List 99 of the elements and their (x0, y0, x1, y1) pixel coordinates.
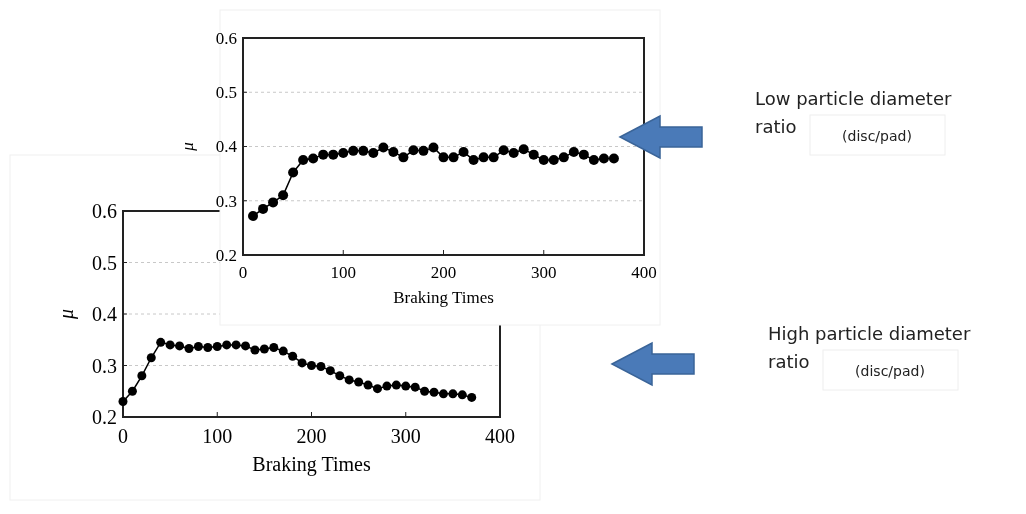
point (231, 340, 241, 350)
x-tick-label: 0 (238, 263, 248, 282)
y-tick-label: 0.4 (92, 303, 117, 325)
y-tick-label: 0.4 (215, 137, 238, 157)
y-axis-title: μ (55, 308, 78, 321)
x-tick-label: 200 (296, 425, 327, 447)
point (165, 340, 175, 350)
point (269, 342, 279, 352)
point (457, 390, 467, 400)
point (328, 149, 339, 160)
point (348, 145, 359, 156)
point (118, 397, 128, 407)
y-tick-label: 0.3 (215, 191, 237, 211)
point (307, 361, 316, 370)
point (325, 366, 335, 376)
point (203, 342, 213, 352)
point (212, 341, 222, 351)
point (137, 371, 147, 381)
point (538, 155, 549, 166)
point (241, 341, 251, 351)
x-tick-label: 0 (118, 425, 128, 447)
point (193, 341, 203, 351)
point (222, 340, 232, 350)
point (508, 148, 519, 159)
point (278, 346, 288, 356)
point (156, 337, 166, 347)
point (518, 144, 529, 155)
point (448, 152, 459, 163)
y-axis-title: μ (178, 142, 197, 152)
point (368, 148, 379, 159)
point (308, 153, 319, 164)
y-tick-label: 0.3 (92, 354, 117, 377)
x-tick-label: 200 (430, 263, 457, 282)
point (363, 380, 373, 390)
x-tick-label: 100 (202, 425, 233, 447)
point (391, 380, 401, 390)
point (428, 142, 439, 153)
x-tick-label: 300 (531, 263, 557, 282)
point (259, 344, 269, 354)
point (316, 362, 326, 372)
point (288, 167, 299, 178)
x-tick-label: 400 (631, 263, 657, 282)
point (478, 152, 489, 163)
point (458, 146, 469, 157)
point (598, 153, 609, 164)
point (498, 145, 509, 156)
point (298, 155, 309, 166)
y-tick-label: 0.2 (92, 406, 117, 428)
point (438, 389, 448, 399)
y-tick-label: 0.5 (92, 251, 117, 274)
point (318, 149, 329, 160)
point (528, 149, 539, 160)
point (372, 384, 382, 394)
point (354, 377, 364, 387)
point (335, 371, 345, 381)
point (488, 152, 499, 163)
point (248, 210, 259, 221)
point (398, 152, 409, 163)
point (420, 386, 430, 396)
point (588, 155, 599, 166)
point (127, 386, 137, 396)
point (388, 146, 399, 157)
point (288, 351, 298, 361)
point (175, 341, 185, 351)
x-tick-label: 300 (390, 425, 421, 447)
point (429, 387, 439, 397)
y-tick-label: 0.6 (92, 200, 117, 222)
point (338, 148, 349, 159)
point (378, 142, 389, 153)
point (568, 146, 579, 157)
point (278, 190, 289, 201)
point (358, 145, 369, 156)
point (344, 375, 354, 385)
x-axis-title: Braking Times (252, 453, 371, 476)
point (250, 345, 260, 355)
y-tick-label: 0.2 (215, 245, 237, 265)
point (448, 389, 458, 399)
point (468, 155, 479, 166)
point (382, 381, 392, 391)
point (438, 152, 449, 163)
point (410, 382, 420, 392)
x-axis-title: Braking Times (393, 288, 494, 307)
point (558, 152, 569, 163)
x-tick-label: 100 (330, 263, 356, 282)
point (608, 153, 619, 164)
y-tick-label: 0.6 (215, 28, 237, 48)
point (467, 392, 477, 402)
point (578, 149, 589, 160)
x-tick-label: 400 (485, 425, 515, 447)
point (146, 353, 156, 363)
point (258, 203, 269, 214)
point (548, 155, 559, 166)
point (408, 145, 419, 156)
point (268, 197, 279, 208)
point (184, 344, 194, 354)
point (418, 145, 429, 156)
point (401, 381, 411, 391)
point (297, 358, 307, 368)
y-tick-label: 0.5 (215, 83, 237, 103)
